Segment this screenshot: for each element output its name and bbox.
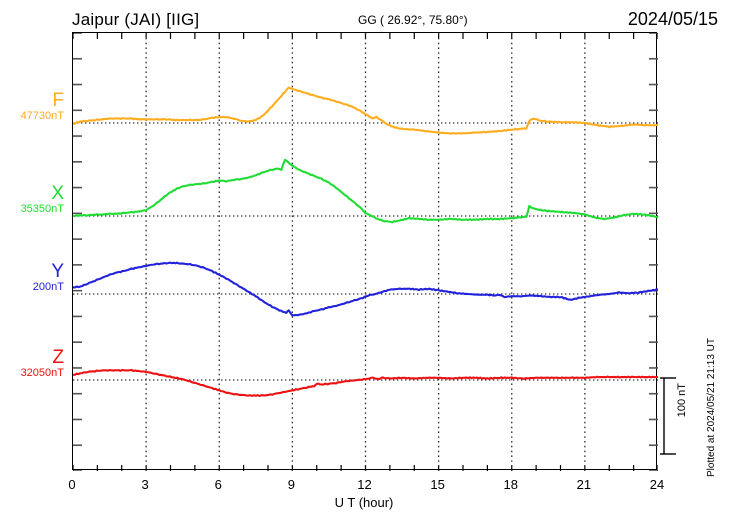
component-letter-z: Z xyxy=(52,347,64,368)
x-tick-label-24: 24 xyxy=(649,477,665,492)
component-label-y: Y 200nT xyxy=(33,262,64,294)
magnetogram-plot xyxy=(72,32,658,471)
scale-bar xyxy=(660,377,676,455)
geographic-coordinates: GG ( 26.92°, 75.80°) xyxy=(358,13,468,27)
plotted-timestamp: Plotted at 2024/05/21 21:13 UT xyxy=(706,338,717,477)
x-tick-label-12: 12 xyxy=(357,477,372,492)
trace-x xyxy=(73,158,658,224)
observation-date: 2024/05/15 xyxy=(627,9,718,29)
traces-svg xyxy=(73,33,658,471)
trace-y xyxy=(73,261,658,317)
component-baseline-x: 35350nT xyxy=(20,203,64,215)
component-label-z: Z 32050nT xyxy=(21,348,64,380)
component-label-f: F 47730nT xyxy=(21,91,64,123)
trace-z xyxy=(73,368,658,398)
x-tick-label-6: 6 xyxy=(214,477,222,492)
component-baseline-z: 32050nT xyxy=(20,367,64,379)
x-axis-title: U T (hour) xyxy=(334,495,394,510)
x-tick-label-9: 9 xyxy=(287,477,295,492)
component-baseline-f: 47730nT xyxy=(20,110,64,122)
x-tick-label-0: 0 xyxy=(68,477,76,492)
scale-bar-label: 100 nT xyxy=(676,383,688,418)
component-label-x: X 35350nT xyxy=(21,184,64,216)
station-title: Jaipur (JAI) [IIG] xyxy=(72,10,200,29)
component-letter-f: F xyxy=(52,90,64,111)
trace-f xyxy=(73,86,658,135)
x-tick-label-15: 15 xyxy=(430,477,445,492)
component-letter-x: X xyxy=(51,183,64,204)
x-tick-label-3: 3 xyxy=(141,477,149,492)
x-tick-label-21: 21 xyxy=(576,477,592,492)
component-letter-y: Y xyxy=(51,261,64,282)
x-tick-label-18: 18 xyxy=(503,477,518,492)
component-baseline-y: 200nT xyxy=(32,281,64,293)
